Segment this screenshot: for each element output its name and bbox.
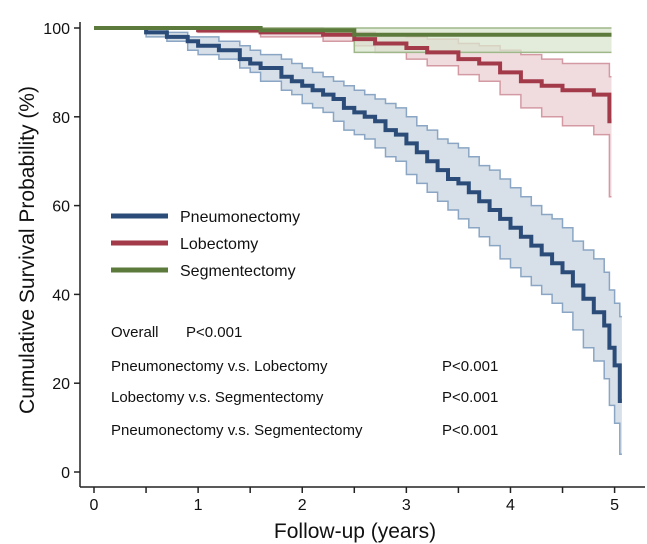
pneumonectomy-upper-bound bbox=[94, 27, 622, 318]
x-axis-title: Follow-up (years) bbox=[274, 520, 436, 543]
p-value: P<0.001 bbox=[186, 324, 242, 341]
p-value: P<0.001 bbox=[442, 422, 498, 439]
lobectomy-legend-label: Lobectomy bbox=[180, 236, 258, 253]
lobectomy-confidence-band bbox=[94, 28, 612, 197]
y-tick-label: 80 bbox=[52, 110, 70, 127]
comparison-label: Pneumonectomy v.s. Segmentectomy bbox=[111, 422, 363, 439]
y-tick-label: 40 bbox=[52, 287, 70, 304]
pneumonectomy-survival-line bbox=[94, 26, 622, 403]
comparison-label: Overall bbox=[111, 324, 159, 341]
x-tick-label: 0 bbox=[90, 497, 99, 514]
pneumonectomy-lower-bound bbox=[94, 27, 622, 455]
survival-curves bbox=[94, 26, 622, 403]
p-value: P<0.001 bbox=[442, 389, 498, 406]
segmentectomy-survival-line bbox=[94, 26, 612, 37]
x-tick-label: 5 bbox=[610, 497, 619, 514]
y-tick-label: 100 bbox=[43, 21, 70, 38]
x-tick-label: 4 bbox=[506, 497, 515, 514]
pneumonectomy-legend-label: Pneumonectomy bbox=[180, 209, 300, 226]
comparison-label: Pneumonectomy v.s. Lobectomy bbox=[111, 358, 328, 375]
y-axis-title: Cumulative Survival Probability (%) bbox=[16, 86, 39, 414]
y-tick-label: 0 bbox=[61, 465, 70, 482]
y-tick-label: 20 bbox=[52, 376, 70, 393]
legend: Pneumonectomy Lobectomy Segmentectomy bbox=[111, 209, 300, 280]
x-tick-label: 1 bbox=[194, 497, 203, 514]
axes: 0 20 40 60 80 100 0 1 2 3 4 5 bbox=[43, 21, 645, 514]
comparison-label: Lobectomy v.s. Segmentectomy bbox=[111, 389, 324, 406]
segmentectomy-legend-label: Segmentectomy bbox=[180, 263, 296, 280]
y-tick-label: 60 bbox=[52, 199, 70, 216]
lobectomy-lower-bound bbox=[94, 27, 612, 198]
lobectomy-survival-line bbox=[94, 26, 612, 124]
p-value-annotations: Overall P<0.001 Pneumonectomy v.s. Lobecto… bbox=[111, 324, 498, 439]
x-tick-label: 3 bbox=[402, 497, 411, 514]
x-tick-label: 2 bbox=[298, 497, 307, 514]
p-value: P<0.001 bbox=[442, 358, 498, 375]
